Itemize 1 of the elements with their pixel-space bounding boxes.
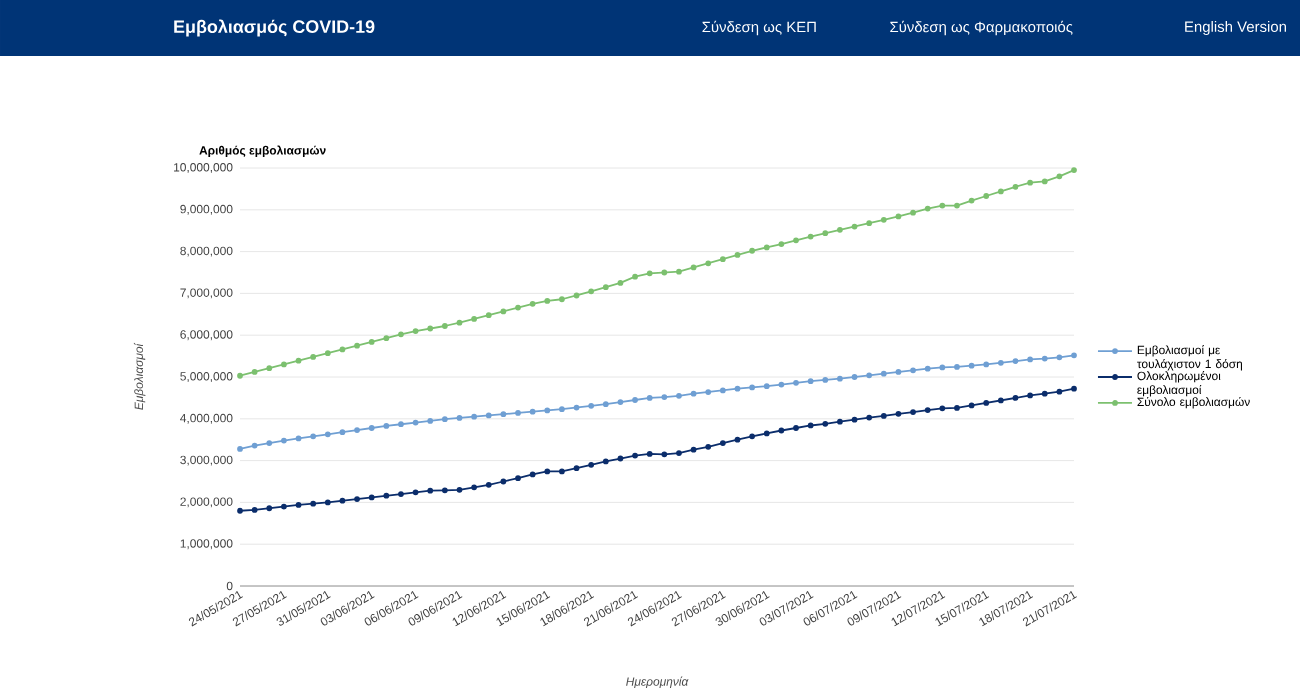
text: Εμβολιασμός COVID-19 [174, 19, 375, 37]
